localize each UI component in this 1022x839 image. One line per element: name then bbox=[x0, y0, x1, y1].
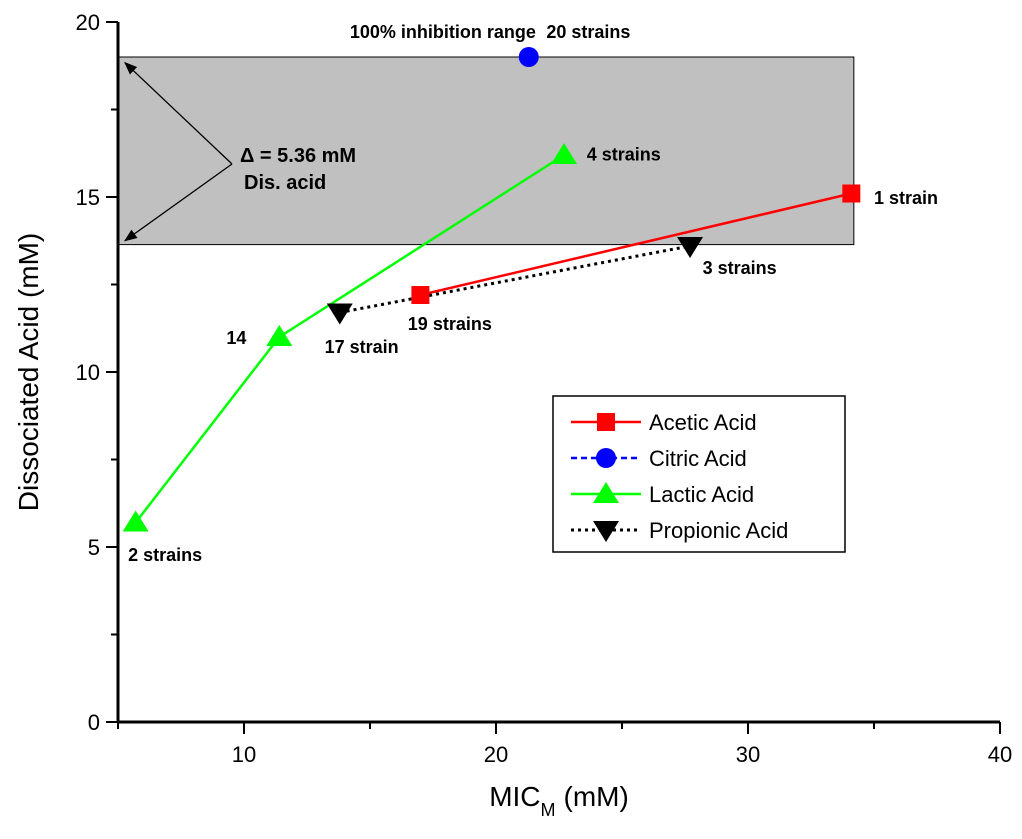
shaded-band-group bbox=[117, 56, 855, 246]
delta-value: = 5.36 mM bbox=[254, 145, 356, 167]
point-annotation: 17 strain bbox=[325, 337, 399, 357]
y-tick-label: 15 bbox=[76, 185, 100, 210]
inhibition-range-band bbox=[117, 56, 855, 246]
legend-label: Propionic Acid bbox=[649, 518, 788, 543]
legend-marker bbox=[596, 448, 616, 468]
data-point bbox=[551, 143, 578, 164]
point-annotation: 19 strains bbox=[408, 314, 492, 334]
series-markers bbox=[122, 47, 861, 532]
y-axis-title: Dissociated Acid (mM) bbox=[13, 233, 44, 512]
data-point bbox=[411, 286, 430, 304]
x-tick-label: 10 bbox=[232, 742, 256, 767]
delta-annotation-line2: Dis. acid bbox=[244, 172, 326, 194]
x-axis-title: MICM (mM) bbox=[489, 781, 629, 820]
legend-marker bbox=[593, 482, 619, 503]
data-point bbox=[518, 47, 539, 67]
series-line bbox=[339, 244, 691, 314]
ticks: 10 20 30 40 0 5 10 15 20 bbox=[76, 10, 1013, 767]
x-tick-label: 30 bbox=[736, 742, 760, 767]
point-annotation: 1 strain bbox=[874, 188, 938, 208]
data-point bbox=[326, 303, 353, 325]
point-annotation: 3 strains bbox=[703, 258, 777, 278]
y-tick-label: 0 bbox=[88, 710, 100, 735]
point-annotation: 100% inhibition range bbox=[350, 22, 536, 42]
annotations: 100% inhibition range 20 strains 4 strains… bbox=[128, 22, 938, 565]
point-annotation: 4 strains bbox=[587, 144, 661, 164]
x-tick-label: 20 bbox=[484, 742, 508, 767]
legend-label: Citric Acid bbox=[649, 446, 747, 471]
delta-symbol: Δ bbox=[240, 145, 254, 167]
y-tick-label: 10 bbox=[76, 360, 100, 385]
y-tick-label: 20 bbox=[76, 10, 100, 35]
data-point bbox=[266, 325, 293, 346]
point-annotation: 14 bbox=[226, 328, 246, 348]
point-annotation: 20 strains bbox=[546, 22, 630, 42]
legend-marker bbox=[593, 521, 619, 542]
data-point bbox=[842, 184, 861, 203]
x-axis-title-main: MIC bbox=[489, 781, 540, 812]
x-axis-title-subscript: M bbox=[541, 800, 556, 820]
legend-marker bbox=[597, 413, 615, 431]
delta-annotation: Δ = 5.36 mM bbox=[240, 145, 356, 167]
legend-label: Lactic Acid bbox=[649, 482, 754, 507]
legend: Acetic Acid Citric Acid Lactic Acid Propion… bbox=[552, 395, 846, 553]
series-line bbox=[420, 192, 852, 297]
x-tick-label: 40 bbox=[988, 742, 1012, 767]
delta-arrow-up bbox=[124, 61, 233, 165]
y-tick-label: 5 bbox=[88, 535, 100, 560]
delta-arrow-down bbox=[123, 163, 233, 242]
x-axis-title-unit: (mM) bbox=[564, 781, 629, 812]
delta-arrows bbox=[123, 61, 233, 242]
data-point bbox=[677, 237, 704, 258]
data-point bbox=[122, 510, 149, 532]
legend-label: Acetic Acid bbox=[649, 410, 757, 435]
point-annotation: 2 strains bbox=[128, 545, 202, 565]
